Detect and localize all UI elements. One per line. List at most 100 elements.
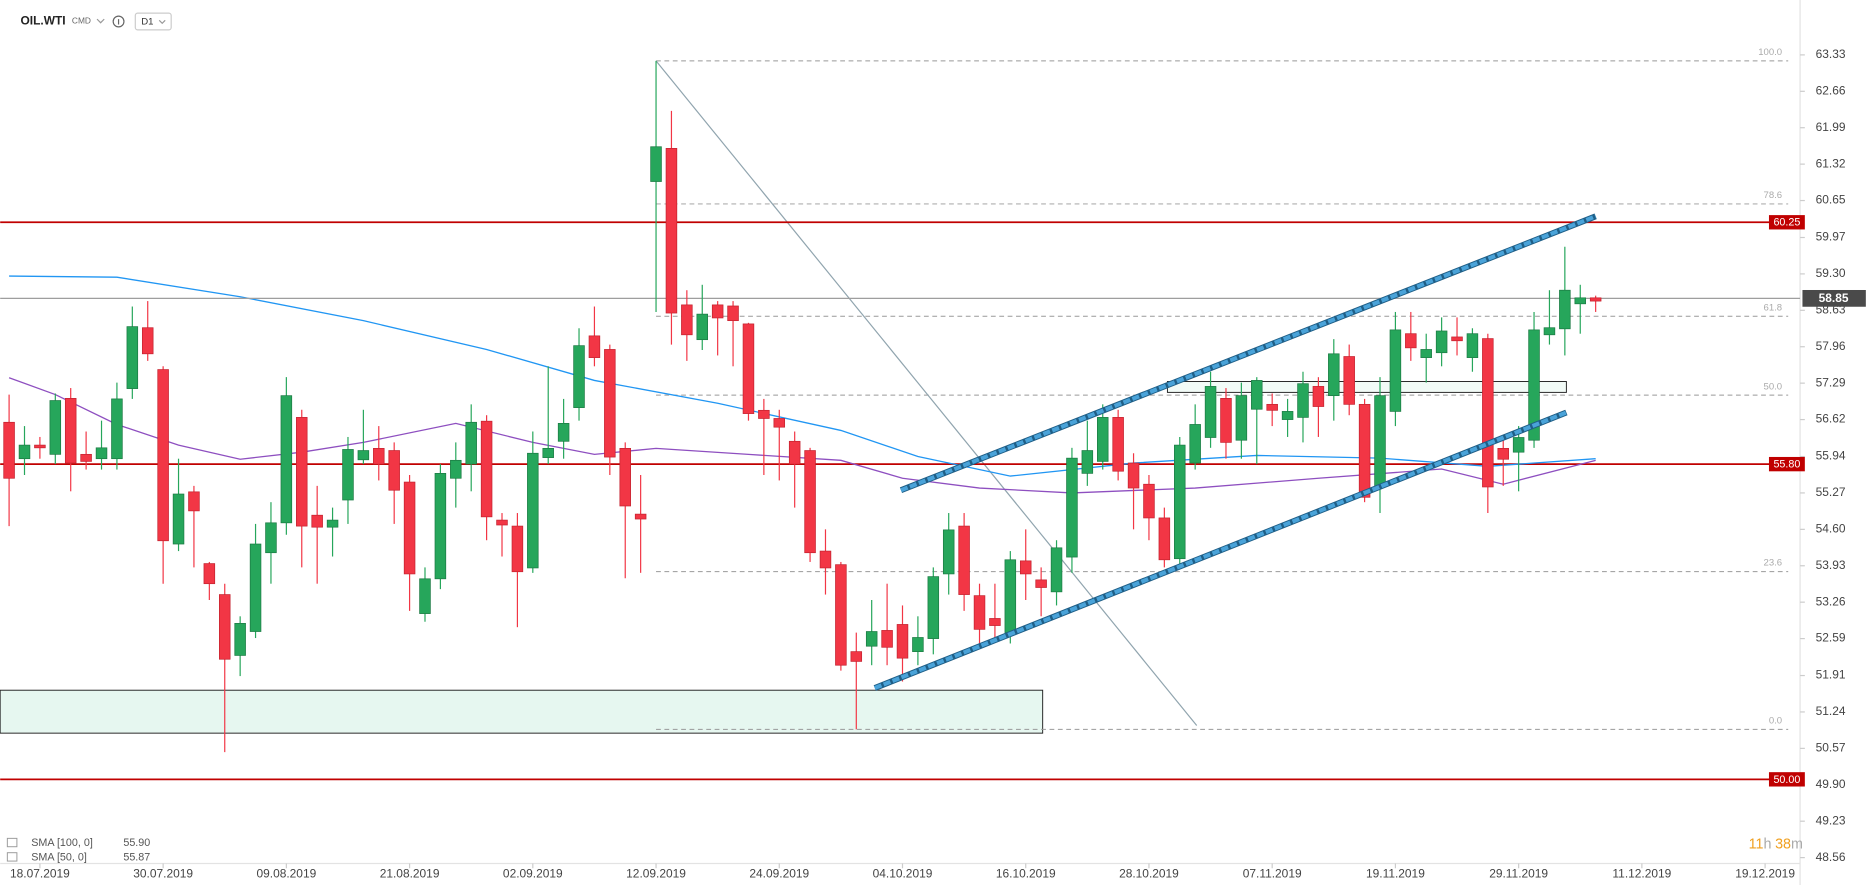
candle-body [1004,559,1017,633]
candle-body [527,452,539,569]
level-label: 50.00 [1773,774,1800,786]
candle-body [49,400,62,455]
candle-body [1451,336,1463,342]
candle-body [1035,579,1047,588]
level-tag [1768,772,1805,787]
candle-body [480,420,493,518]
channel-line-dash [900,214,1597,493]
timer-minutes: 38 [1775,836,1791,852]
candle-body [773,418,786,428]
legend-name: SMA [100, 0] [31,837,93,849]
y-tick-label: 49.90 [1816,777,1846,791]
candle-body [1050,547,1063,593]
x-tick-label: 24.09.2019 [749,866,809,880]
candle-body [1482,338,1494,488]
candle-body [1466,333,1479,358]
candle-body [1251,380,1263,410]
sma-line [9,275,1596,477]
candle-body [80,453,92,462]
candle-body [1143,483,1155,519]
x-tick-label: 18.07.2019 [10,866,70,880]
x-tick-label: 12.09.2019 [626,866,686,880]
y-tick-label: 53.26 [1816,594,1846,608]
candle-body [1266,403,1278,411]
candle-body [588,335,601,358]
level-label: 60.25 [1773,217,1800,229]
candle-body [18,444,31,460]
candle-body [865,631,878,647]
timer: 11h 38m [1749,836,1803,852]
candle-body [557,423,570,442]
legend-value: 55.87 [123,851,150,863]
y-tick-label: 59.30 [1816,266,1846,280]
candle-body [634,513,647,520]
channel-line [873,409,1568,691]
candle-body [1559,289,1571,330]
y-tick-label: 56.62 [1816,412,1846,426]
info-icon[interactable] [112,15,125,28]
y-tick-label: 55.94 [1816,449,1846,463]
dropdown-caret[interactable] [96,18,105,24]
candle-body [665,148,678,314]
candle-body [1081,450,1094,474]
candle-body [296,417,308,527]
candle-body [927,576,940,639]
candle-body [942,529,955,575]
candle-body [342,449,354,501]
y-tick-label: 57.96 [1816,339,1846,353]
candle-body [188,491,200,512]
candle-body [1189,424,1201,464]
x-tick-label: 29.11.2019 [1489,866,1548,880]
candle-body [1174,444,1186,560]
candle-body [1112,417,1124,472]
legend-value: 55.90 [123,837,150,849]
candle-body [711,304,724,319]
candle-body [804,450,816,554]
y-tick-label: 49.23 [1816,813,1846,827]
candle-body [1127,462,1140,489]
symbol[interactable]: OIL.WTI [20,14,65,28]
candle-body [1497,448,1509,460]
interval: D1 [141,17,153,28]
candle-body [604,349,616,458]
candle-body [265,522,277,554]
y-tick-label: 61.99 [1816,120,1846,134]
candle-body [1435,330,1448,354]
y-tick-label: 57.29 [1816,375,1846,389]
candle-body [1374,395,1386,488]
candle-body [434,473,447,580]
candle-body [1512,437,1525,453]
candle-body [619,448,631,507]
candle-body [727,305,739,322]
candle-body [896,624,909,659]
y-tick-label: 50.57 [1816,741,1846,755]
fib-label: 100.0 [1758,47,1782,58]
y-tick-label: 52.59 [1816,631,1846,645]
y-tick-label: 54.60 [1816,522,1846,536]
y-tick-label: 62.66 [1816,83,1846,97]
candle-body [219,594,231,660]
timer-unit: m [1791,836,1803,852]
candle-body [912,637,924,652]
timer-hours: 11 [1749,836,1764,852]
candle-body [1019,560,1032,575]
current-price-tag [1802,289,1866,307]
candle-body [1297,383,1309,418]
level-label: 55.80 [1773,459,1800,471]
interval-select[interactable] [134,12,172,31]
candle-body [696,313,708,341]
candle-body [1097,417,1109,462]
candle-body [1204,386,1217,438]
current-price-label: 58.85 [1819,291,1849,305]
candle-body [1066,457,1078,558]
candle-body [373,448,385,465]
y-tick-label: 51.24 [1816,704,1846,718]
candle-body [496,519,508,526]
y-tick-label: 59.97 [1816,230,1846,244]
candle-body [141,327,154,355]
candle-body [64,398,77,464]
legend-name: SMA [50, 0] [31,851,87,863]
candle-body [650,146,662,182]
